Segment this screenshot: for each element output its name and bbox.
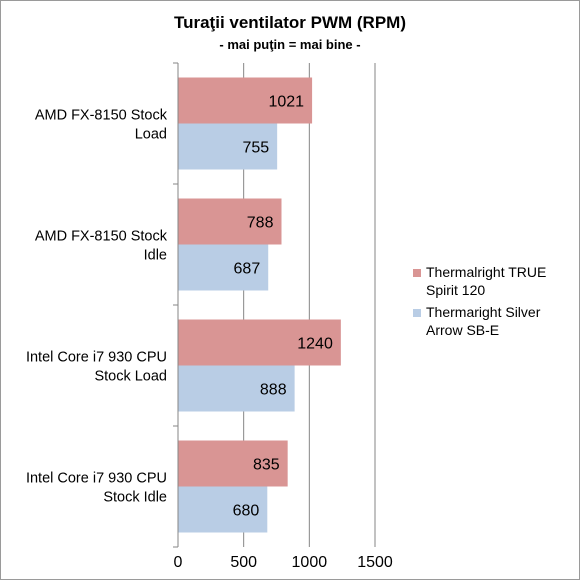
legend-label: Thermalright TRUE Spirit 120 [426,264,546,298]
category-label-line: Load [135,127,167,143]
bar-true-spirit-120 [178,198,282,245]
x-tick-label: 500 [230,554,257,571]
x-tick-label: 1000 [292,554,328,571]
legend-label-line: Arrow SB-E [426,322,499,338]
bar-value-label: 788 [247,215,274,232]
bar-value-label: 1021 [268,94,304,111]
legend-label: Thermaright Silver Arrow SB-E [426,304,541,338]
legend-label-line: Thermaright Silver [426,304,541,320]
bar-value-label: 680 [233,503,260,520]
x-tick-label: 0 [174,554,183,571]
bar-value-label: 888 [260,382,287,399]
legend-label-line: Spirit 120 [426,282,485,298]
bar-true-spirit-120 [178,440,288,487]
category-label-line: Intel Core i7 930 CPU [26,350,167,366]
legend-swatch [413,269,421,277]
category-label-line: Idle [144,248,167,264]
category-label: AMD FX-8150 Stock Load [35,108,168,143]
bar-silver-arrow-sb-e [178,123,278,170]
bar-silver-arrow-sb-e [178,244,269,291]
category-label-line: Stock Load [94,369,167,385]
bar-value-label: 1240 [297,336,333,353]
category-label-line: AMD FX-8150 Stock [35,108,168,124]
category-label: AMD FX-8150 Stock Idle [35,229,168,264]
bar-silver-arrow-sb-e [178,365,295,412]
bar-true-spirit-120 [178,319,341,366]
category-label: Intel Core i7 930 CPU Stock Load [26,350,167,385]
bar-true-spirit-120 [178,77,313,124]
category-label-line: AMD FX-8150 Stock [35,229,168,245]
chart-title: Turaţii ventilator PWM (RPM) [174,13,406,32]
x-tick-label: 1500 [357,554,393,571]
category-label: Intel Core i7 930 CPU Stock Idle [26,471,167,506]
bar-value-label: 687 [234,261,261,278]
bar-value-label: 755 [242,140,269,157]
chart-subtitle: - mai puţin = mai bine - [219,37,360,52]
bar-value-label: 835 [253,457,280,474]
category-label-line: Intel Core i7 930 CPU [26,471,167,487]
category-label-line: Stock Idle [103,490,167,506]
legend-swatch [413,309,421,317]
bar-silver-arrow-sb-e [178,486,268,533]
legend-label-line: Thermalright TRUE [426,264,546,280]
